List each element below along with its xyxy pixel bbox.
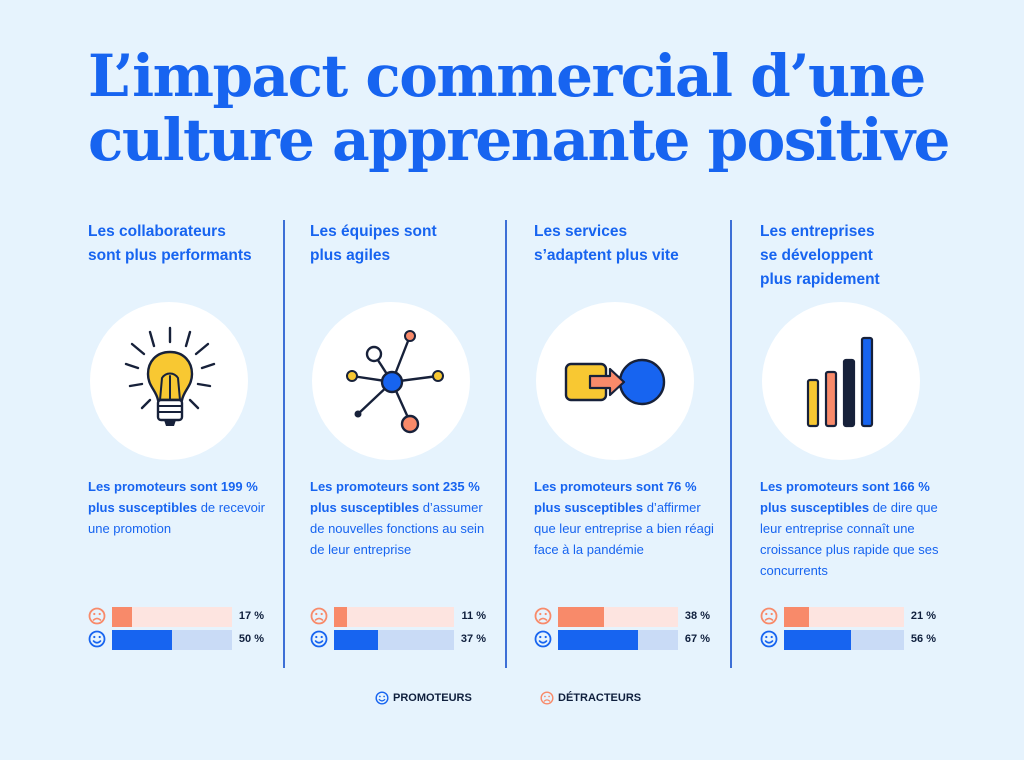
detracteur-bar-row: 17 % bbox=[88, 607, 278, 627]
happy-face-icon bbox=[760, 630, 778, 648]
promoteur-bar-row: 50 % bbox=[88, 630, 278, 650]
detracteur-bar-fill bbox=[112, 607, 133, 627]
promoteur-bar-fill bbox=[784, 630, 852, 650]
promoteur-percent: 37 % bbox=[460, 633, 486, 645]
sad-face-icon bbox=[88, 607, 106, 625]
promoteur-bar-track bbox=[334, 630, 454, 650]
stat-bold: Les promoteurs sont 76 % plus susceptibl… bbox=[534, 479, 697, 515]
detracteur-percent: 17 % bbox=[238, 610, 264, 622]
stat-bold: Les promoteurs sont 166 % plus susceptib… bbox=[760, 479, 930, 515]
column-collaborateurs: Les collaborateurs sont plus performants bbox=[88, 220, 288, 670]
stat-text: Les promoteurs sont 199 % plus susceptib… bbox=[88, 476, 278, 539]
detracteur-bar-fill bbox=[784, 607, 810, 627]
stat-text: Les promoteurs sont 166 % plus susceptib… bbox=[760, 476, 950, 581]
column-services: Les services s’adaptent plus vite Les pr… bbox=[534, 220, 734, 670]
happy-face-icon bbox=[88, 630, 106, 648]
promoteur-bar-track bbox=[784, 630, 904, 650]
promoteur-bar-fill bbox=[334, 630, 379, 650]
stat-text: Les promoteurs sont 235 % plus susceptib… bbox=[310, 476, 500, 560]
column-divider bbox=[505, 220, 507, 668]
promoteur-bar-fill bbox=[112, 630, 172, 650]
legend-label-promoteurs: PROMOTEURS bbox=[393, 692, 472, 704]
detracteur-bar-fill bbox=[558, 607, 604, 627]
happy-face-icon bbox=[375, 691, 389, 705]
transform-arrow-icon bbox=[564, 358, 666, 406]
promoteur-bar-track bbox=[112, 630, 232, 650]
sad-face-icon bbox=[540, 691, 554, 705]
column-equipes: Les équipes sont plus agiles Les promote… bbox=[310, 220, 510, 670]
detracteur-bar-row: 11 % bbox=[310, 607, 500, 627]
column-heading: Les entreprises se développent plus rapi… bbox=[760, 223, 880, 288]
promoteur-bar-track bbox=[558, 630, 678, 650]
detracteur-bar-row: 21 % bbox=[760, 607, 950, 627]
title-line-2: culture apprenante positive bbox=[88, 106, 950, 174]
detracteur-bar-fill bbox=[334, 607, 348, 627]
promoteur-bar-row: 37 % bbox=[310, 630, 500, 650]
column-heading: Les services s’adaptent plus vite bbox=[534, 223, 679, 264]
icon-circle bbox=[762, 302, 920, 460]
sad-face-icon bbox=[310, 607, 328, 625]
growth-bars-icon bbox=[806, 336, 874, 428]
promoteur-bar-fill bbox=[558, 630, 639, 650]
promoteur-percent: 50 % bbox=[238, 633, 264, 645]
column-divider bbox=[730, 220, 732, 668]
icon-circle bbox=[312, 302, 470, 460]
detracteur-bar-track bbox=[334, 607, 454, 627]
happy-face-icon bbox=[310, 630, 328, 648]
sad-face-icon bbox=[760, 607, 778, 625]
happy-face-icon bbox=[534, 630, 552, 648]
stat-text: Les promoteurs sont 76 % plus susceptibl… bbox=[534, 476, 724, 560]
network-icon bbox=[346, 330, 444, 434]
promoteur-percent: 56 % bbox=[910, 633, 936, 645]
icon-circle bbox=[536, 302, 694, 460]
detracteur-bar-track bbox=[784, 607, 904, 627]
detracteur-bar-track bbox=[558, 607, 678, 627]
column-divider bbox=[283, 220, 285, 668]
sad-face-icon bbox=[534, 607, 552, 625]
column-heading: Les collaborateurs sont plus performants bbox=[88, 223, 252, 264]
title-line-1: L’impact commercial d’une bbox=[88, 42, 926, 110]
detracteur-bar-row: 38 % bbox=[534, 607, 724, 627]
detracteur-percent: 38 % bbox=[684, 610, 710, 622]
stat-rest: de recevoir une promotion bbox=[88, 500, 266, 536]
detracteur-percent: 21 % bbox=[910, 610, 936, 622]
stat-rest: d’assumer de nouvelles fonctions au sein… bbox=[310, 500, 485, 557]
stat-bold: Les promoteurs sont 235 % plus susceptib… bbox=[310, 479, 480, 515]
stat-rest: de dire que leur entreprise connaît une … bbox=[760, 500, 939, 578]
column-entreprises: Les entreprises se développent plus rapi… bbox=[760, 220, 960, 670]
legend-label-detracteurs: DÉTRACTEURS bbox=[558, 692, 642, 704]
promoteur-bar-row: 67 % bbox=[534, 630, 724, 650]
detracteur-percent: 11 % bbox=[461, 610, 486, 622]
lightbulb-icon bbox=[124, 326, 216, 426]
icon-circle bbox=[90, 302, 248, 460]
column-heading: Les équipes sont plus agiles bbox=[310, 223, 437, 264]
page-title: L’impact commercial d’une culture appren… bbox=[88, 44, 988, 172]
promoteur-percent: 67 % bbox=[684, 633, 710, 645]
stat-rest: d’affirmer que leur entreprise a bien ré… bbox=[534, 500, 714, 557]
promoteur-bar-row: 56 % bbox=[760, 630, 950, 650]
detracteur-bar-track bbox=[112, 607, 232, 627]
stat-bold: Les promoteurs sont 199 % plus susceptib… bbox=[88, 479, 258, 515]
